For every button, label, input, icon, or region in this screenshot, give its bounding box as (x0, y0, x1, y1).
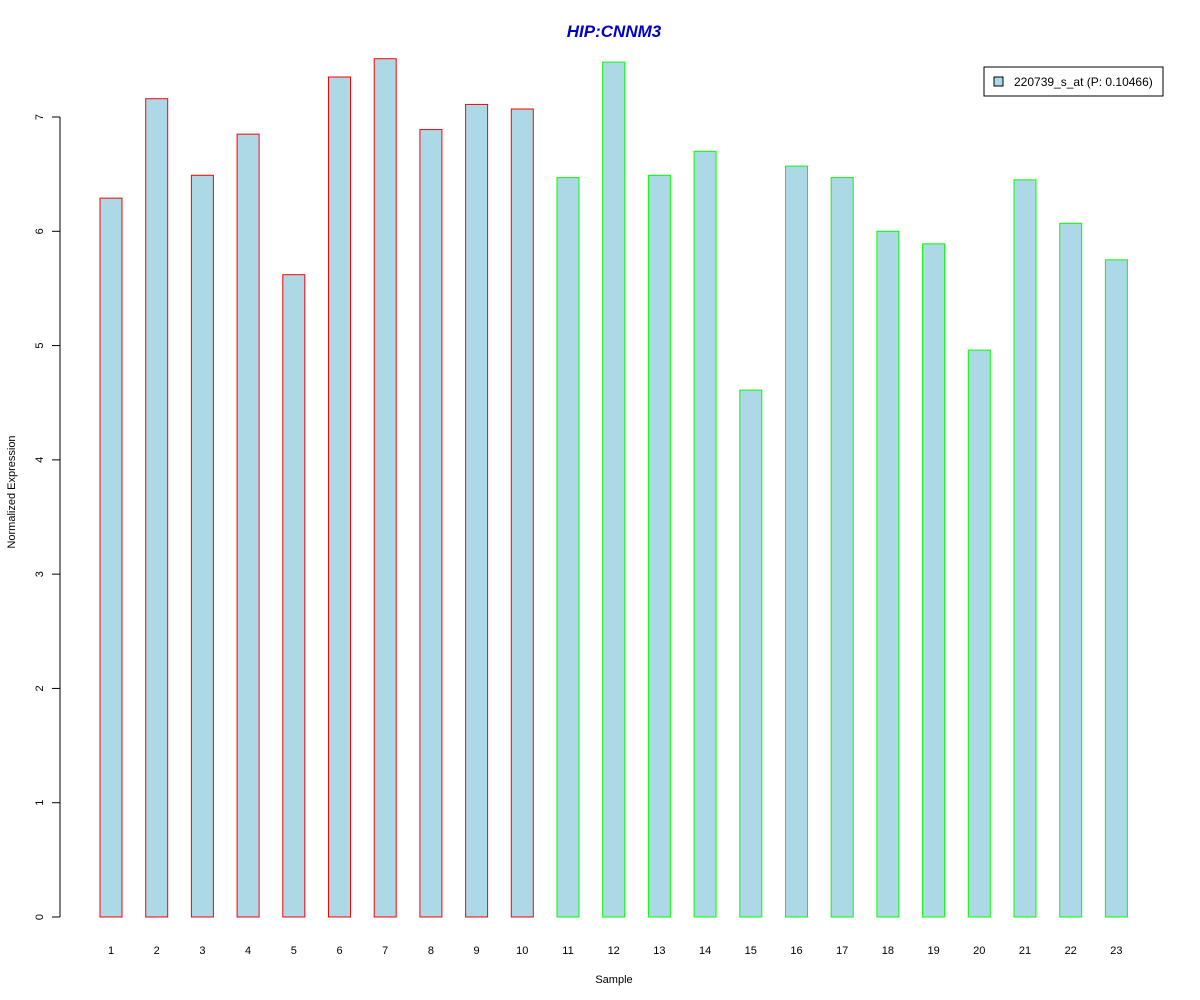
bar-sample-13 (647, 174, 671, 918)
x-tick-label: 10 (516, 945, 528, 957)
x-tick-label: 19 (927, 945, 939, 957)
bar-sample-1 (99, 197, 123, 918)
x-tick-label: 9 (474, 945, 480, 957)
x-tick-label: 7 (382, 945, 388, 957)
x-tick-label: 17 (836, 945, 848, 957)
x-tick-label: 1 (108, 945, 114, 957)
y-tick-label: 0 (34, 914, 46, 920)
bar-sample-10 (510, 108, 534, 918)
x-tick-label: 18 (882, 945, 894, 957)
bar-sample-5 (282, 274, 306, 918)
bar-sample-15 (739, 389, 763, 918)
bar-sample-19 (922, 243, 946, 918)
legend-label: 220739_s_at (P: 0.10466) (1014, 75, 1153, 89)
x-tick-label: 15 (745, 945, 757, 957)
y-axis-ticks: 0 1 2 3 4 5 6 7 (34, 114, 60, 920)
bar-sample-3 (190, 174, 214, 918)
x-tick-label: 3 (199, 945, 205, 957)
x-tick-label: 20 (973, 945, 985, 957)
bar-sample-11 (556, 177, 580, 918)
bar-sample-12 (602, 61, 626, 918)
bar-sample-14 (693, 150, 717, 918)
y-tick-label: 4 (34, 457, 46, 463)
bars (99, 58, 1128, 918)
y-axis-label: Normalized Expression (6, 435, 18, 548)
bar-sample-18 (876, 230, 900, 918)
x-tick-label: 6 (336, 945, 342, 957)
bar-sample-21 (1013, 179, 1037, 918)
y-tick-label: 1 (34, 800, 46, 806)
x-tick-label: 8 (428, 945, 434, 957)
y-tick-label: 6 (34, 228, 46, 234)
legend-box (983, 66, 1164, 97)
x-tick-label: 14 (699, 945, 711, 957)
bar-sample-23 (1104, 259, 1128, 918)
bar-sample-17 (830, 177, 854, 918)
x-tick-label: 21 (1019, 945, 1031, 957)
bar-sample-22 (1059, 222, 1083, 918)
x-tick-label: 4 (245, 945, 251, 957)
x-tick-label: 22 (1065, 945, 1077, 957)
bar-sample-8 (419, 129, 443, 918)
x-tick-label: 11 (562, 945, 573, 957)
y-tick-label: 7 (34, 114, 46, 120)
legend-swatch (993, 76, 1004, 87)
bar-sample-9 (465, 103, 489, 918)
bar-sample-4 (236, 133, 260, 918)
legend: 220739_s_at (P: 0.10466) (983, 66, 1164, 97)
bar-sample-16 (785, 165, 808, 918)
chart-title: HIP:CNNM3 (567, 22, 662, 41)
x-tick-label: 12 (608, 945, 620, 957)
x-tick-label: 5 (291, 945, 297, 957)
bar-sample-20 (967, 349, 991, 918)
bar-sample-6 (328, 76, 351, 918)
bar-sample-2 (145, 98, 169, 918)
y-tick-label: 2 (34, 685, 46, 691)
x-tick-label: 23 (1110, 945, 1122, 957)
x-axis-label: Sample (595, 974, 632, 986)
y-tick-label: 3 (34, 571, 46, 577)
x-tick-label: 13 (653, 945, 665, 957)
y-tick-label: 5 (34, 343, 46, 349)
x-axis-tick-labels: 1 2 3 4 5 6 7 8 9 10 11 12 13 14 15 16 17 18 19 20 21 22 23 (108, 945, 1123, 957)
x-tick-label: 2 (154, 945, 160, 957)
x-tick-label: 16 (790, 945, 802, 957)
bar-sample-7 (373, 58, 397, 918)
